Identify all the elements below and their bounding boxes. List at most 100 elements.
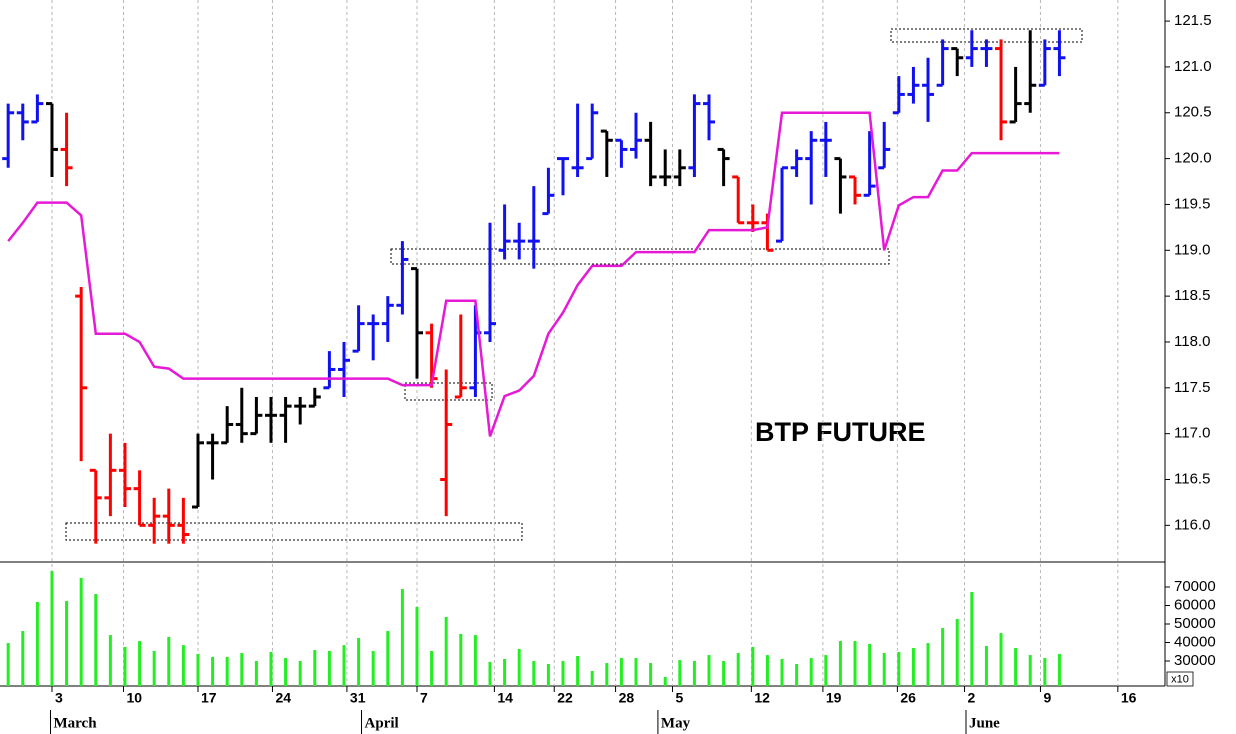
volume-bar	[619, 658, 623, 686]
volume-bar	[576, 656, 580, 686]
volume-bar	[1028, 655, 1032, 686]
x-tick-label: 12	[754, 690, 770, 706]
volume-bar	[79, 577, 83, 686]
y-tick-label: 120.5	[1174, 104, 1212, 121]
volume-bar	[503, 658, 507, 686]
volume-bar	[225, 656, 229, 686]
volume-bar	[765, 655, 769, 686]
volume-bar	[473, 635, 477, 686]
volume-bar	[999, 633, 1003, 686]
volume-bar	[882, 653, 886, 686]
volume-bar	[809, 658, 813, 686]
volume-bar	[634, 658, 638, 686]
volume-bar	[897, 651, 901, 686]
volume-bar	[911, 648, 915, 686]
volume-bar	[853, 641, 857, 686]
y-tick-label: 119.0	[1174, 241, 1210, 258]
volume-bar	[780, 658, 784, 686]
trend-line	[7, 111, 1060, 437]
volume-bar	[6, 643, 10, 686]
x-tick-label: 24	[275, 690, 291, 706]
volume-bar	[532, 661, 536, 686]
y-tick-label: 121.5	[1174, 12, 1212, 29]
volume-bar	[692, 661, 696, 686]
volume-bar	[605, 663, 609, 686]
month-label: March	[54, 715, 98, 731]
volume-bar	[138, 641, 142, 686]
volume-bar	[181, 645, 185, 686]
volume-bar	[196, 653, 200, 686]
volume-bar	[488, 661, 492, 686]
volume-bar	[254, 661, 258, 686]
x-tick-label: 19	[826, 690, 842, 706]
volume-bar	[152, 651, 156, 686]
y-tick-label: 116.0	[1174, 516, 1210, 533]
volume-bar	[926, 643, 930, 686]
x-tick-label: 22	[557, 690, 573, 706]
volume-bar	[167, 636, 171, 686]
y-tick-label: 70000	[1174, 578, 1216, 595]
range-box	[65, 522, 523, 541]
volume-bar	[824, 655, 828, 686]
volume-bar	[970, 591, 974, 686]
volume-bar	[123, 646, 127, 686]
volume-bar	[21, 631, 25, 686]
volume-bar	[327, 651, 331, 686]
x-tick-label: 14	[497, 690, 513, 706]
volume-bar	[371, 651, 375, 686]
x-tick-label: 3	[55, 690, 63, 706]
y-tick-label: 117.0	[1174, 425, 1210, 442]
volume-bar	[663, 676, 667, 686]
volume-bar	[868, 643, 872, 686]
volume-bar	[298, 661, 302, 686]
y-tick-label: 120.0	[1174, 150, 1212, 167]
volume-bar	[284, 658, 288, 686]
volume-bar	[35, 601, 39, 686]
volume-bar	[984, 646, 988, 686]
volume-bar	[941, 628, 945, 686]
volume-bar	[955, 619, 959, 686]
volume-bar	[736, 653, 740, 686]
volume-bar	[1057, 653, 1061, 686]
y-tick-label: 118.0	[1174, 333, 1210, 350]
volume-bar	[707, 655, 711, 686]
volume-bar	[590, 671, 594, 686]
multiplier-box	[1166, 671, 1194, 687]
multiplier: x10	[1171, 673, 1189, 685]
volume-bar	[1014, 648, 1018, 686]
volume-bar	[94, 594, 98, 686]
volume-bar	[430, 651, 434, 686]
volume-bar	[211, 656, 215, 686]
volume-bar	[342, 645, 346, 686]
x-tick-label: 16	[1121, 690, 1137, 706]
volume-bar	[722, 661, 726, 686]
volume-bar	[386, 631, 390, 686]
y-tick-label: 60000	[1174, 596, 1216, 613]
y-tick-label: 30000	[1174, 652, 1216, 669]
annotation: BTP FUTURE	[755, 417, 926, 447]
range-box	[890, 28, 1083, 43]
volume-bar	[240, 653, 244, 686]
volume-bar	[678, 660, 682, 686]
x-tick-label: 28	[619, 690, 635, 706]
range-box	[390, 248, 890, 265]
volume-bar	[269, 651, 273, 686]
volume-bar	[357, 638, 361, 686]
x-tick-label: 2	[968, 690, 976, 706]
x-tick-label: 10	[127, 690, 143, 706]
month-label: April	[365, 715, 399, 731]
y-tick-label: 117.5	[1174, 379, 1210, 396]
y-tick-label: 121.0	[1174, 58, 1212, 75]
month-label: May	[661, 715, 691, 731]
volume-bar	[108, 635, 112, 686]
volume-bar	[444, 616, 448, 686]
x-tick-label: 5	[676, 690, 684, 706]
volume-bar	[459, 633, 463, 686]
x-tick-label: 31	[350, 690, 366, 706]
x-tick-label: 7	[420, 690, 428, 706]
volume-bar	[313, 650, 317, 686]
volume-bar	[415, 606, 419, 686]
y-tick-label: 118.5	[1174, 287, 1210, 304]
